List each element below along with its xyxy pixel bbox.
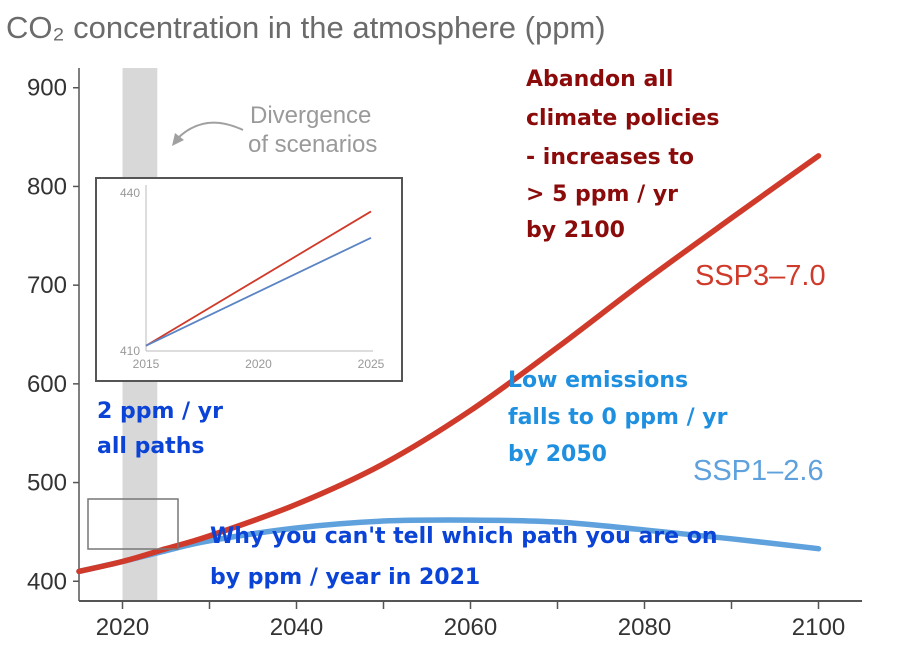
two-ppm-line-1: 2 ppm / yr xyxy=(97,399,223,424)
y-tick-label: 500 xyxy=(27,470,67,497)
y-tick-label: 400 xyxy=(27,568,67,595)
abandon-line-3: - increases to xyxy=(526,145,694,170)
x-tick-label: 2060 xyxy=(444,614,497,641)
inset-series-line-0 xyxy=(145,210,372,347)
y-tick-label: 800 xyxy=(27,173,67,200)
low-line-1: Low emissions xyxy=(508,368,688,393)
inset-x-tick-label: 2020 xyxy=(245,357,272,371)
x-tick-label: 2040 xyxy=(270,614,323,641)
divergence-label-1: Divergence xyxy=(250,102,371,129)
low-line-3: by 2050 xyxy=(508,442,607,467)
inset-y-tick-label: 440 xyxy=(120,186,140,200)
y-tick-label: 700 xyxy=(27,272,67,299)
series-label-ssp1: SSP1–2.6 xyxy=(693,455,824,487)
divergence-arrow xyxy=(177,121,244,139)
abandon-line-5: by 2100 xyxy=(526,218,625,243)
why-line-1: Why you can't tell which path you are on xyxy=(210,524,718,549)
plot-area: 400 500 600 700 800 900 2020 2040 2060 2080 2100 SS… xyxy=(27,68,862,641)
two-ppm-line-2: all paths xyxy=(97,434,204,459)
chart-title: CO₂ concentration in the atmosphere (ppm… xyxy=(6,10,606,45)
inset-frame xyxy=(95,177,403,382)
abandon-line-1: Abandon all xyxy=(526,67,673,92)
inset-y-tick-label: 410 xyxy=(120,344,140,358)
divergence-label-2: of scenarios xyxy=(248,131,377,158)
divergence-arrowhead-icon xyxy=(172,133,184,146)
inset-x-tick-label: 2015 xyxy=(133,357,160,371)
series-label-ssp3: SSP3–7.0 xyxy=(695,260,826,292)
x-tick-label: 2080 xyxy=(618,614,671,641)
x-tick-label: 2020 xyxy=(96,614,149,641)
abandon-line-2: climate policies xyxy=(526,106,720,131)
abandon-line-4: > 5 ppm / yr xyxy=(526,182,678,207)
y-tick-label: 900 xyxy=(27,75,67,102)
inset-chart: 410 440 2015 2020 2025 xyxy=(95,177,403,382)
zoom-box xyxy=(87,498,179,550)
why-line-2: by ppm / year in 2021 xyxy=(210,565,480,590)
x-tick-label: 2100 xyxy=(792,614,845,641)
inset-x-tick-label: 2025 xyxy=(358,357,385,371)
inset-series-line-1 xyxy=(145,236,372,347)
y-tick-label: 600 xyxy=(27,371,67,398)
low-line-2: falls to 0 ppm / yr xyxy=(508,405,728,430)
